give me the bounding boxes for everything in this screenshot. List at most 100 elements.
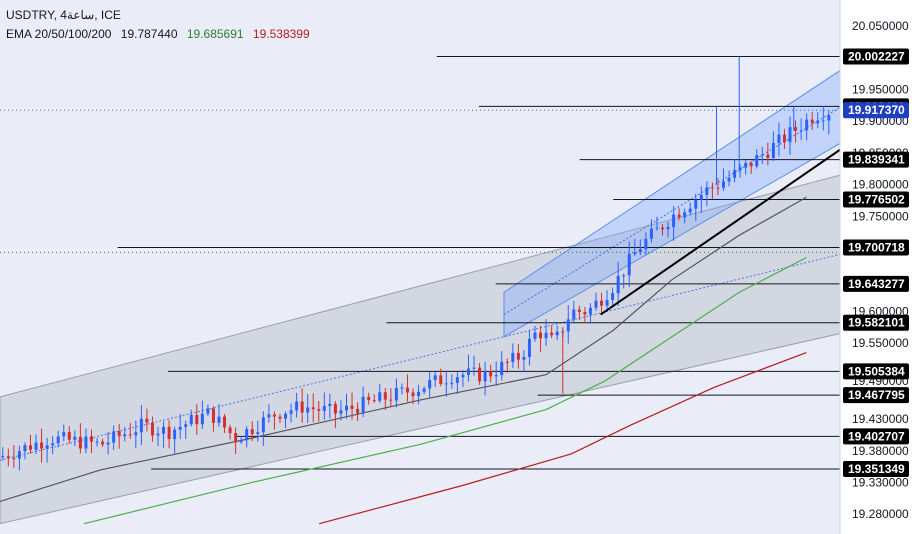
candle-body	[500, 361, 504, 376]
candle-body	[333, 403, 337, 414]
last-price-label: 19.917370	[848, 103, 905, 117]
candle-body	[150, 422, 154, 436]
candle-body	[167, 426, 171, 440]
candle-body	[306, 407, 310, 413]
candle-body	[749, 162, 753, 167]
candle-body	[555, 331, 559, 336]
candle-body	[710, 187, 714, 189]
candle-body	[17, 451, 21, 459]
price-axis-background	[840, 0, 912, 534]
ema-value-50: 19.685691	[186, 27, 244, 41]
candle-body	[450, 382, 454, 384]
candle-body	[350, 405, 354, 409]
ema-value-20: 19.787440	[120, 27, 178, 41]
candle-body	[394, 388, 398, 401]
candle-body	[139, 418, 143, 433]
candle-body	[289, 410, 293, 414]
candle-body	[683, 212, 687, 218]
candle-body	[600, 300, 604, 306]
candle-body	[588, 307, 592, 315]
candle-body	[217, 416, 221, 423]
candle-body	[583, 311, 587, 315]
candle-body	[633, 252, 637, 254]
candle-body	[816, 120, 820, 124]
candle-body	[417, 391, 421, 397]
y-tick-label: 19.750000	[852, 209, 909, 223]
candle-body	[444, 383, 448, 385]
candle-body	[428, 379, 432, 389]
candle-body	[378, 392, 382, 401]
candle-body	[178, 426, 182, 430]
candle-body	[699, 194, 703, 200]
level-price-tag	[843, 314, 909, 331]
candle-body	[261, 417, 265, 433]
candle-body	[422, 388, 426, 392]
ema-line	[319, 351, 807, 525]
y-tick-label: 19.280000	[852, 507, 909, 521]
candle-body	[494, 375, 498, 377]
candle-body	[206, 408, 210, 414]
candle-body	[56, 436, 60, 444]
candle-body	[805, 119, 809, 131]
candle-body	[117, 431, 121, 437]
ema-line	[0, 196, 807, 503]
candle-body	[411, 392, 415, 397]
candle-body	[51, 443, 55, 446]
candle-body	[123, 434, 127, 437]
support-trendline	[600, 148, 841, 316]
candle-body	[744, 162, 748, 168]
candle-body	[211, 408, 215, 423]
candle-body	[361, 396, 365, 414]
candle-body	[433, 375, 437, 380]
candle-body	[250, 429, 254, 435]
candle-body	[256, 432, 260, 435]
ema-label: EMA 20/50/100/200	[6, 27, 112, 41]
level-price-label: 19.351349	[848, 462, 905, 476]
candle-body	[134, 432, 138, 436]
candle-body	[766, 154, 770, 158]
candle-body	[272, 414, 276, 417]
candle-body	[511, 352, 515, 363]
level-price-tag	[843, 363, 909, 380]
candle-body	[760, 154, 764, 156]
candle-body	[522, 356, 526, 360]
candle-body	[356, 408, 360, 414]
y-tick-label: 19.800000	[852, 178, 909, 192]
candle-body	[184, 424, 188, 427]
ema-legend: EMA 20/50/100/200 19.787440 19.685691 19…	[6, 27, 316, 41]
candle-body	[40, 442, 44, 449]
candle-body	[106, 442, 110, 445]
candle-body	[267, 414, 271, 418]
y-tick-label: 19.550000	[852, 336, 909, 350]
candle-body	[278, 416, 282, 419]
candle-body	[661, 227, 665, 230]
candle-body	[28, 445, 32, 450]
candle-body	[345, 405, 348, 411]
candle-body	[466, 368, 470, 375]
candle-body	[1, 456, 5, 458]
level-price-label: 19.643277	[848, 277, 905, 291]
level-price-tag	[843, 48, 909, 65]
candle-body	[782, 134, 786, 143]
candle-body	[62, 432, 66, 437]
candle-body	[339, 410, 343, 414]
candle-body	[794, 127, 798, 131]
level-price-tag	[843, 428, 909, 445]
candle-body	[622, 275, 626, 277]
y-tick-label: 19.330000	[852, 475, 909, 489]
level-price-label: 19.839341	[848, 153, 905, 167]
candle-body	[45, 445, 49, 449]
candle-body	[489, 371, 493, 377]
candle-body	[788, 127, 792, 143]
candle-body	[688, 208, 692, 213]
candle-body	[112, 431, 116, 443]
candle-body	[472, 367, 476, 369]
candle-body	[6, 456, 10, 459]
candle-body	[694, 199, 698, 209]
candle-body	[672, 214, 676, 228]
last-price-tag	[843, 102, 909, 119]
candle-body	[189, 414, 193, 425]
candle-body	[577, 309, 581, 312]
